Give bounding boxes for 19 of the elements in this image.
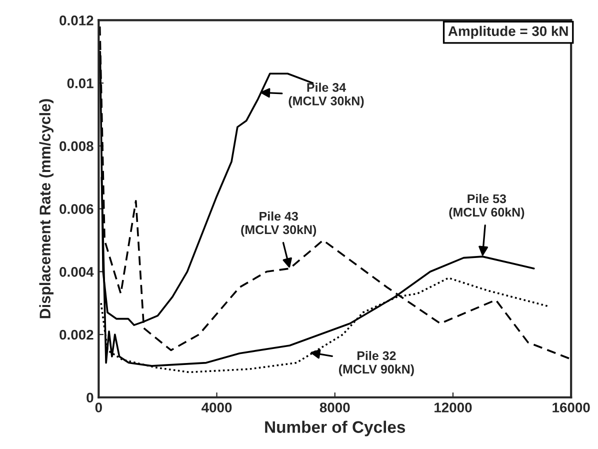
y-tick-label: 0.004 xyxy=(60,266,94,277)
y-tick-label: 0.008 xyxy=(60,141,94,152)
y-tick-label: 0.002 xyxy=(60,330,94,340)
y-axis-title: Displacement Rate (mm/cycle) xyxy=(39,99,54,318)
x-tick-label: 8000 xyxy=(320,402,350,412)
annotation: Pile 53 (MCLV 60kN) xyxy=(449,194,524,220)
annotation: Pile 43 (MCLV 30kN) xyxy=(241,212,316,237)
x-tick-label: 12000 xyxy=(434,402,472,412)
y-tick-label: 0.006 xyxy=(60,204,94,214)
annotation: Amplitude = 30 kN xyxy=(448,26,568,39)
x-tick-label: 0 xyxy=(95,402,102,412)
annotation: Pile 32 (MCLV 90kN) xyxy=(338,350,414,376)
x-axis-title: Number of Cycles xyxy=(265,420,406,436)
y-tick-label: 0.01 xyxy=(67,78,94,88)
x-tick-label: 4000 xyxy=(202,402,232,412)
x-tick-label: 16000 xyxy=(552,402,590,412)
y-tick-label: 0.012 xyxy=(60,16,94,26)
annotation: Pile 34 (MCLV 30kN) xyxy=(288,82,364,108)
y-tick-label: 0 xyxy=(86,392,94,403)
